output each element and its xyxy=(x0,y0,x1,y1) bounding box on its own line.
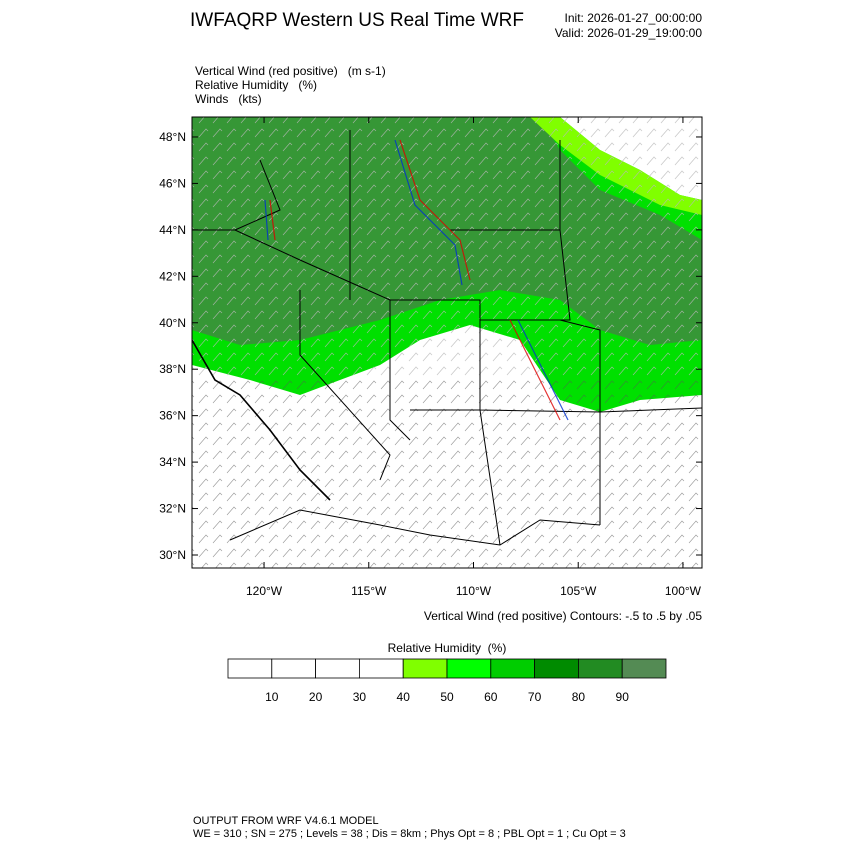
map-frame xyxy=(191,116,703,569)
lat-tick-label: 36°N xyxy=(159,409,186,423)
lat-tick-label: 48°N xyxy=(159,130,186,144)
lon-tick-label: 105°W xyxy=(560,584,597,598)
colorbar-tick-label: 30 xyxy=(353,690,367,704)
lon-tick-label: 110°W xyxy=(456,584,492,598)
field-label: Winds (kts) xyxy=(195,92,262,106)
footer-line: WE = 310 ; SN = 275 ; Levels = 38 ; Dis … xyxy=(193,828,626,840)
colorbar-tick-label: 80 xyxy=(572,690,586,704)
lat-tick-label: 30°N xyxy=(159,548,186,562)
colorbar-tick-label: 50 xyxy=(440,690,454,704)
lat-tick-label: 42°N xyxy=(159,269,186,283)
colorbar-box xyxy=(358,658,404,679)
init-time: Init: 2026-01-27_00:00:00 xyxy=(565,11,703,25)
lat-tick-label: 46°N xyxy=(159,176,186,190)
colorbar-box xyxy=(490,658,535,679)
map xyxy=(192,117,702,568)
colorbar-box xyxy=(271,658,316,679)
lat-tick-label: 34°N xyxy=(159,455,186,469)
field-label: Relative Humidity (%) xyxy=(195,78,317,92)
colorbar-tick-label: 60 xyxy=(484,690,498,704)
colorbar-box xyxy=(534,658,579,679)
lat-tick-label: 44°N xyxy=(159,223,186,237)
lat-tick-label: 32°N xyxy=(159,502,186,516)
colorbar-title: Relative Humidity (%) xyxy=(388,641,507,655)
colorbar-box xyxy=(402,658,448,679)
footer-line: OUTPUT FROM WRF V4.6.1 MODEL xyxy=(193,815,379,827)
lon-tick-label: 120°W xyxy=(246,584,283,598)
colorbar-box xyxy=(621,658,667,679)
lon-tick-label: 115°W xyxy=(351,584,387,598)
lon-tick-label: 100°W xyxy=(665,584,702,598)
title: IWFAQRP Western US Real Time WRF xyxy=(190,10,524,31)
colorbar-tick-label: 40 xyxy=(397,690,411,704)
colorbar-box xyxy=(315,658,360,679)
colorbar-tick-label: 90 xyxy=(616,690,630,704)
colorbar-tick-label: 70 xyxy=(528,690,542,704)
colorbar-tick-label: 20 xyxy=(309,690,323,704)
colorbar-box xyxy=(446,658,492,679)
lat-tick-label: 40°N xyxy=(159,316,186,330)
contour-note: Vertical Wind (red positive) Contours: -… xyxy=(424,609,702,623)
colorbar-box xyxy=(578,658,623,679)
field-label: Vertical Wind (red positive) (m s-1) xyxy=(195,64,386,78)
colorbar-tick-label: 10 xyxy=(265,690,279,704)
colorbar-box xyxy=(227,658,273,679)
lat-tick-label: 38°N xyxy=(159,362,186,376)
valid-time: Valid: 2026-01-29_19:00:00 xyxy=(555,26,703,40)
